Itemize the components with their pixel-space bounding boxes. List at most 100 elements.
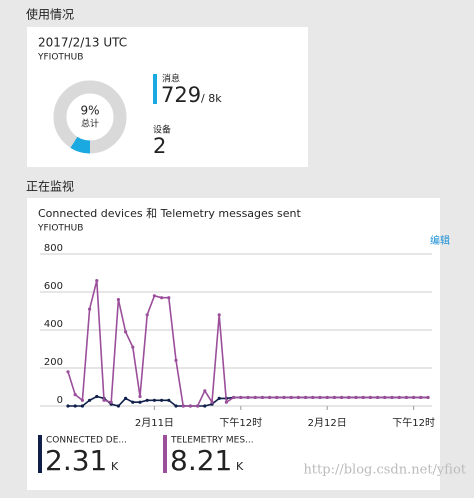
y-tick-label: 200	[44, 357, 63, 368]
series-point	[188, 404, 192, 408]
x-tick-label: 下午12时	[219, 416, 262, 429]
series-point	[152, 398, 156, 402]
series-point	[145, 313, 149, 317]
series-point	[210, 400, 214, 404]
y-tick-label: 800	[44, 243, 63, 254]
series-point	[80, 404, 84, 408]
y-tick-label: 400	[44, 319, 63, 330]
series-point	[412, 395, 416, 400]
series-point	[397, 395, 401, 400]
series-point	[361, 395, 365, 400]
series-point	[109, 400, 113, 404]
donut-segment	[70, 136, 91, 154]
series-point	[426, 395, 430, 400]
series-point	[95, 279, 99, 283]
series-point	[376, 395, 380, 400]
series-point	[246, 395, 250, 400]
series-point	[73, 393, 77, 397]
series-point	[289, 395, 293, 400]
devices-value: 2	[153, 134, 166, 158]
series-point	[203, 404, 207, 408]
series-point	[124, 396, 128, 400]
series-point	[232, 395, 236, 400]
series-point	[152, 294, 156, 298]
edit-link[interactable]: 编辑	[430, 234, 450, 247]
series-point	[383, 395, 387, 400]
devices-label: 设备	[153, 124, 171, 136]
chart-title: Connected devices 和 Telemetry messages s…	[38, 207, 301, 220]
series-point	[138, 394, 142, 399]
series-point	[239, 395, 243, 400]
series-point	[131, 400, 135, 404]
series-point	[174, 404, 178, 408]
y-tick-label: 600	[44, 281, 63, 292]
series-point	[368, 395, 372, 400]
series-point	[73, 404, 77, 408]
chart-subtitle: YFIOTHUB	[37, 224, 83, 234]
series-point	[304, 395, 308, 400]
series-point	[88, 398, 92, 402]
series-point	[116, 298, 120, 302]
series-point	[390, 395, 394, 400]
x-tick-label: 下午12时	[392, 416, 435, 429]
series-point	[260, 395, 264, 400]
series-point	[404, 395, 408, 400]
series-point	[340, 395, 344, 400]
series-point	[325, 395, 329, 400]
donut-center-label: 总计	[81, 118, 99, 130]
legend-name: TELEMETRY MES...	[170, 436, 254, 446]
series-point	[332, 395, 336, 400]
series-point	[95, 394, 99, 399]
series-point	[138, 400, 142, 404]
series-point	[124, 330, 128, 334]
series-point	[217, 313, 221, 317]
messages-value: 729	[161, 83, 201, 107]
series-point	[66, 370, 70, 374]
series-point	[80, 398, 84, 402]
legend-total: 2.31	[45, 444, 107, 477]
series-point	[296, 395, 300, 400]
series-point	[102, 398, 106, 402]
series-point	[131, 345, 135, 349]
series-point	[196, 404, 200, 408]
monitor-heading: 正在监视	[26, 179, 74, 194]
series-point	[174, 358, 178, 362]
usage-heading: 使用情况	[26, 7, 74, 22]
messages-limit: / 8k	[201, 92, 222, 105]
donut-label: 9%	[80, 104, 99, 118]
monitor-card	[27, 198, 440, 490]
series-point	[181, 404, 185, 408]
series-point	[354, 395, 358, 400]
series-point	[282, 395, 286, 400]
series-point	[160, 296, 164, 300]
legend-swatch	[38, 435, 42, 473]
series-point	[318, 395, 322, 400]
series-point	[160, 398, 164, 402]
series-point	[347, 395, 351, 400]
series-point	[88, 307, 92, 311]
series-point	[203, 389, 207, 393]
legend-name: CONNECTED DE...	[46, 436, 127, 446]
series-point	[66, 404, 70, 408]
usage-hub: YFIOTHUB	[37, 53, 83, 63]
x-tick-label: 2月12日	[308, 417, 347, 429]
series-point	[167, 398, 171, 402]
legend-total: 8.21	[170, 444, 232, 477]
usage-date: 2017/2/13 UTC	[38, 36, 127, 50]
series-point	[145, 398, 149, 402]
series-point	[167, 296, 171, 300]
series-point	[217, 396, 221, 400]
watermark: http://blog.csdn.net/yfiot	[303, 463, 466, 478]
series-point	[224, 400, 228, 404]
x-tick-label: 2月11日	[135, 417, 174, 429]
messages-bar	[153, 74, 157, 104]
series-point	[116, 404, 120, 408]
legend-swatch	[163, 435, 167, 473]
series-point	[419, 395, 423, 400]
legend-unit: K	[236, 460, 244, 473]
series-point	[253, 395, 257, 400]
series-point	[275, 395, 279, 400]
y-tick-label: 0	[57, 395, 63, 406]
series-point	[268, 395, 272, 400]
series-point	[311, 395, 315, 400]
